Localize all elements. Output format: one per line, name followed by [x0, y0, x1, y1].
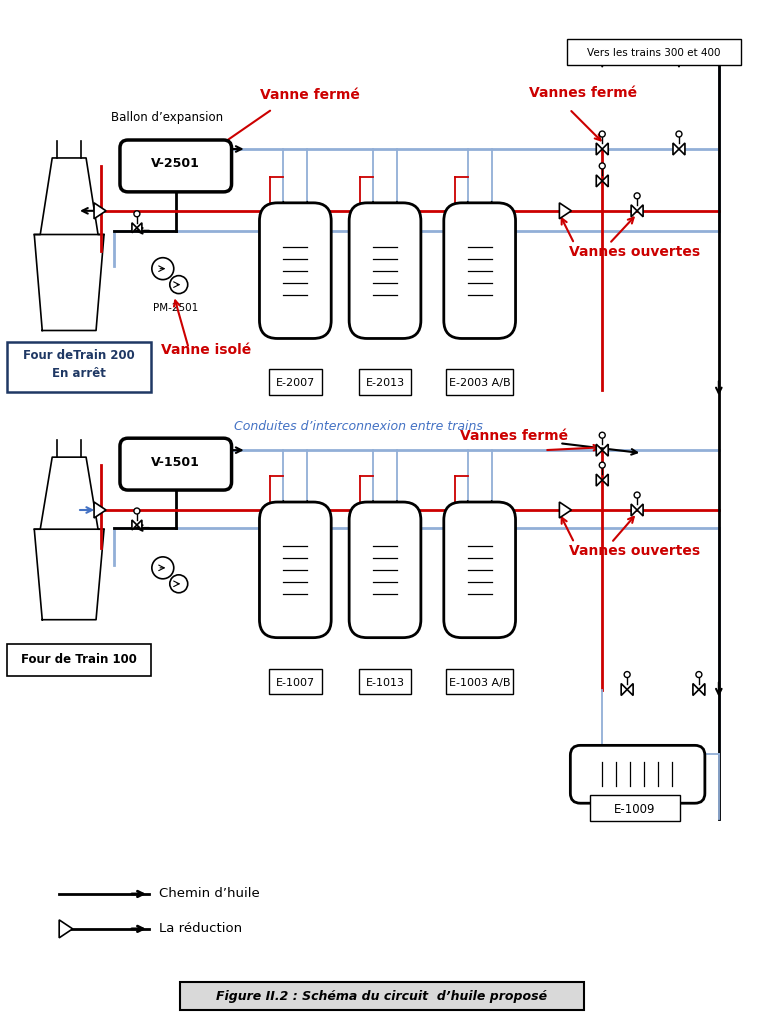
Circle shape — [676, 131, 682, 137]
Polygon shape — [596, 175, 602, 187]
FancyBboxPatch shape — [180, 982, 584, 1010]
Polygon shape — [602, 143, 608, 155]
Polygon shape — [94, 202, 106, 219]
FancyBboxPatch shape — [7, 342, 151, 392]
Text: V-1501: V-1501 — [152, 456, 200, 469]
Text: E-2013: E-2013 — [366, 378, 405, 388]
Polygon shape — [137, 520, 142, 530]
Text: Conduites d’interconnexion entre trains: Conduites d’interconnexion entre trains — [233, 420, 482, 433]
FancyBboxPatch shape — [269, 369, 322, 396]
FancyBboxPatch shape — [567, 39, 741, 65]
Text: V-2501: V-2501 — [152, 157, 200, 171]
FancyBboxPatch shape — [591, 795, 680, 821]
Circle shape — [696, 671, 702, 678]
Text: Vannes ouvertes: Vannes ouvertes — [569, 544, 700, 558]
Text: En arrêt: En arrêt — [52, 367, 106, 380]
FancyBboxPatch shape — [570, 745, 705, 803]
Circle shape — [599, 462, 605, 468]
Text: Vers les trains 300 et 400: Vers les trains 300 et 400 — [587, 48, 720, 58]
FancyBboxPatch shape — [260, 502, 331, 638]
FancyBboxPatch shape — [349, 502, 421, 638]
Text: Chemin d’huile: Chemin d’huile — [159, 887, 260, 900]
Text: PM-2501: PM-2501 — [152, 303, 198, 313]
Text: Vanne isolé: Vanne isolé — [161, 343, 251, 358]
Text: Vannes ouvertes: Vannes ouvertes — [569, 244, 700, 259]
Text: La réduction: La réduction — [159, 923, 242, 935]
Circle shape — [152, 258, 173, 280]
Text: Four de Train 100: Four de Train 100 — [21, 653, 137, 666]
FancyBboxPatch shape — [349, 202, 421, 338]
Text: E-1003 A/B: E-1003 A/B — [449, 678, 510, 688]
Circle shape — [634, 492, 640, 498]
FancyBboxPatch shape — [359, 668, 412, 695]
FancyBboxPatch shape — [269, 668, 322, 695]
FancyBboxPatch shape — [447, 668, 513, 695]
Circle shape — [134, 508, 140, 514]
Polygon shape — [693, 684, 699, 696]
Polygon shape — [596, 445, 602, 456]
Polygon shape — [631, 504, 637, 516]
Polygon shape — [596, 474, 602, 486]
Polygon shape — [596, 143, 602, 155]
FancyBboxPatch shape — [7, 644, 151, 676]
Circle shape — [599, 162, 605, 169]
Polygon shape — [627, 684, 633, 696]
Polygon shape — [132, 223, 137, 233]
Polygon shape — [132, 520, 137, 530]
Circle shape — [624, 671, 630, 678]
Text: Vannes fermé: Vannes fermé — [530, 86, 638, 100]
Polygon shape — [699, 684, 705, 696]
Circle shape — [170, 574, 187, 593]
Text: Vanne fermé: Vanne fermé — [261, 88, 360, 102]
Polygon shape — [602, 474, 608, 486]
FancyBboxPatch shape — [120, 438, 232, 491]
Polygon shape — [602, 175, 608, 187]
FancyBboxPatch shape — [443, 502, 516, 638]
FancyBboxPatch shape — [260, 202, 331, 338]
Circle shape — [599, 432, 605, 438]
Text: E-1007: E-1007 — [275, 678, 315, 688]
Text: E-2003 A/B: E-2003 A/B — [449, 378, 510, 388]
Text: Ballon d’expansion: Ballon d’expansion — [111, 111, 223, 124]
Polygon shape — [59, 920, 72, 938]
Polygon shape — [94, 502, 106, 518]
Text: Four deTrain 200: Four deTrain 200 — [23, 349, 135, 362]
Text: Figure II.2 : Schéma du circuit  d’huile proposé: Figure II.2 : Schéma du circuit d’huile … — [216, 990, 548, 1004]
Text: E-1013: E-1013 — [366, 678, 405, 688]
Polygon shape — [637, 504, 643, 516]
Circle shape — [134, 211, 140, 217]
FancyBboxPatch shape — [447, 369, 513, 396]
Circle shape — [599, 131, 605, 137]
Text: E-1009: E-1009 — [615, 802, 656, 816]
Polygon shape — [137, 223, 142, 233]
FancyBboxPatch shape — [359, 369, 412, 396]
Polygon shape — [559, 502, 571, 518]
Polygon shape — [631, 204, 637, 217]
Polygon shape — [559, 202, 571, 219]
FancyBboxPatch shape — [120, 140, 232, 192]
Circle shape — [170, 276, 187, 293]
Polygon shape — [637, 204, 643, 217]
Circle shape — [634, 193, 640, 199]
Polygon shape — [621, 684, 627, 696]
Text: Vannes fermé: Vannes fermé — [460, 429, 568, 444]
Polygon shape — [679, 143, 685, 155]
Polygon shape — [673, 143, 679, 155]
Polygon shape — [602, 445, 608, 456]
Circle shape — [152, 557, 173, 578]
Text: E-2007: E-2007 — [275, 378, 315, 388]
FancyBboxPatch shape — [443, 202, 516, 338]
